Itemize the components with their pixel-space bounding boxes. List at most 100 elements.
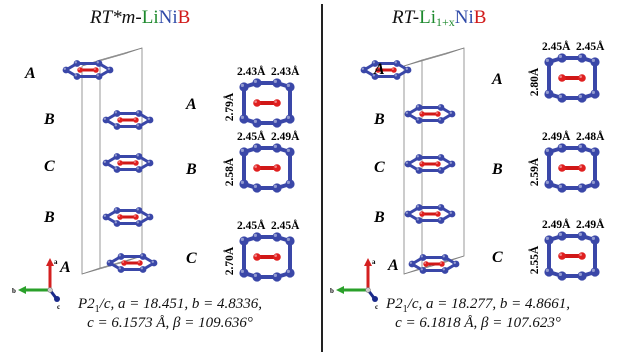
ni-atom-left-0-2-highlight (96, 61, 99, 64)
right-caption-sg: P2 (386, 296, 403, 312)
detail-ni-atom-right-0-0 (544, 57, 554, 67)
detail-b-atom-left-0-a-highlight (254, 100, 257, 103)
ni-atom-left-4-2 (139, 253, 147, 260)
detail-ni-atom-left-1-0-highlight (240, 148, 244, 152)
ni-atom-right-0-4 (393, 73, 401, 80)
ni-atom-left-2-3 (146, 159, 154, 167)
ni-atom-right-3-1 (415, 204, 423, 211)
ni-atom-right-2-0-highlight (405, 161, 408, 164)
axis-b-arrow (18, 286, 26, 294)
detail-ni-atom-right-0-5 (577, 93, 587, 103)
detail-ni-atom-left-2-3 (285, 236, 295, 246)
detail-ni-atom-right-2-6-highlight (558, 272, 562, 277)
b-atom-left-1-b (133, 117, 139, 123)
ni-atom-right-1-1-highlight (416, 105, 419, 108)
right-caption-line1: P21/c, a = 18.277, b = 4.8661, (328, 296, 628, 315)
detail-ni-atom-right-2-3 (590, 235, 600, 245)
detail-b-atom-left-1-a (253, 164, 261, 172)
left-stack-label-2: C (44, 158, 55, 175)
ni-atom-right-1-5-highlight (416, 118, 419, 121)
left-caption-params1: , a = 18.451, b = 4.8336, (110, 296, 263, 312)
left-detail-top-right-0: 2.43Å (271, 64, 300, 78)
right-title-b: B (473, 7, 487, 28)
b-atom-right-0-a-highlight (376, 68, 379, 70)
detail-ni-atom-left-1-3 (285, 147, 295, 157)
ni-atom-right-0-3-highlight (405, 67, 408, 70)
left-caption: P21/c, a = 18.451, b = 4.8336, c = 6.157… (20, 296, 320, 332)
b-atom-left-3-b (133, 214, 139, 220)
detail-ni-atom-right-1-5-highlight (578, 184, 582, 188)
axis-c-tip (54, 296, 60, 302)
ni-atom-left-0-3 (106, 66, 114, 74)
detail-ni-atom-left-1-2 (272, 143, 282, 153)
left-layer-stack: A B C B A (24, 47, 158, 276)
axis-b-label: b (330, 287, 334, 295)
right-detail-label-2: C (492, 249, 503, 266)
right-detail-top-left-1: 2.49Å (542, 129, 571, 143)
ni-atom-left-1-0-highlight (103, 117, 106, 120)
detail-ni-atom-right-1-4-highlight (591, 180, 595, 184)
detail-ni-atom-right-0-3 (590, 57, 600, 67)
ni-atom-right-4-0-highlight (409, 261, 412, 264)
detail-b-atom-right-0-b-highlight (579, 75, 582, 78)
detail-ni-atom-left-0-6 (252, 118, 262, 128)
axis-a-label: a (54, 258, 58, 266)
b-atom-left-2-b-highlight (133, 161, 136, 164)
ni-atom-left-4-2-highlight (140, 254, 143, 257)
ni-atom-right-0-3 (404, 66, 412, 74)
detail-ni-atom-left-0-1-highlight (253, 79, 257, 83)
left-detail-side-2: 2.70Å (222, 246, 236, 275)
detail-ni-atom-right-2-6 (557, 271, 567, 281)
detail-ni-atom-right-1-6-highlight (558, 184, 562, 188)
b-atom-right-3-a (419, 211, 425, 217)
b-atom-right-0-a (375, 67, 381, 73)
detail-ni-atom-left-0-3-highlight (286, 83, 291, 87)
ni-atom-right-0-5 (371, 73, 379, 80)
detail-ni-atom-right-0-5-highlight (578, 94, 582, 98)
ni-atom-left-4-1 (117, 253, 125, 260)
detail-ni-atom-right-1-2 (577, 143, 587, 153)
ni-atom-left-4-5 (117, 266, 125, 273)
right-detail-top-right-1: 2.48Å (576, 129, 605, 143)
right-detail-top-right-2: 2.49Å (576, 217, 605, 231)
detail-ni-atom-right-2-5 (577, 271, 587, 281)
right-detail-label-1: B (491, 161, 503, 178)
ni-atom-left-3-3-highlight (147, 214, 150, 217)
detail-ni-atom-left-2-5 (272, 272, 282, 282)
right-caption-params1: , a = 18.277, b = 4.8661, (418, 296, 571, 312)
detail-ni-atom-right-0-1 (557, 53, 567, 63)
detail-ni-atom-left-0-0 (239, 82, 249, 92)
ni-atom-left-1-3-highlight (147, 117, 150, 120)
ni-atom-left-0-3-highlight (107, 67, 110, 70)
left-detail-side-0: 2.79Å (222, 92, 236, 121)
ni-atom-right-0-1-highlight (372, 61, 375, 64)
ni-atom-left-0-0-highlight (63, 67, 66, 70)
right-detail-side-0: 2.80Å (527, 67, 541, 96)
ni-atom-left-2-2-highlight (136, 154, 139, 157)
detail-ni-atom-left-2-2-highlight (273, 233, 278, 237)
detail-ni-atom-right-2-5-highlight (578, 272, 582, 277)
left-caption-sg: P2 (78, 296, 95, 312)
right-detail-top-left-0: 2.45Å (542, 39, 571, 53)
left-title-prefix: RT*m- (90, 7, 142, 28)
left-stack-label-1: B (43, 111, 55, 128)
detail-ni-atom-left-0-2-highlight (273, 79, 278, 83)
detail-ni-atom-left-2-7 (239, 268, 249, 278)
ni-atom-left-3-5-highlight (114, 221, 117, 224)
detail-b-atom-left-0-a (253, 99, 261, 107)
ni-atom-right-1-2 (437, 104, 445, 111)
right-detail-label-0: A (491, 71, 503, 88)
ni-atom-right-1-0-highlight (405, 111, 408, 114)
detail-ni-atom-right-1-7-highlight (545, 180, 549, 184)
ni-atom-left-0-5-highlight (74, 74, 77, 77)
b-atom-right-4-a-highlight (424, 262, 427, 264)
right-caption: P21/c, a = 18.277, b = 4.8661, c = 6.181… (328, 296, 628, 332)
ni-atom-left-2-5 (113, 166, 121, 173)
ni-atom-right-4-2-highlight (442, 255, 445, 258)
detail-b-atom-left-0-b-highlight (274, 100, 278, 103)
detail-ni-atom-left-2-1 (252, 232, 262, 242)
detail-ni-atom-left-1-7 (239, 179, 249, 189)
ni-atom-right-0-2 (393, 60, 401, 67)
